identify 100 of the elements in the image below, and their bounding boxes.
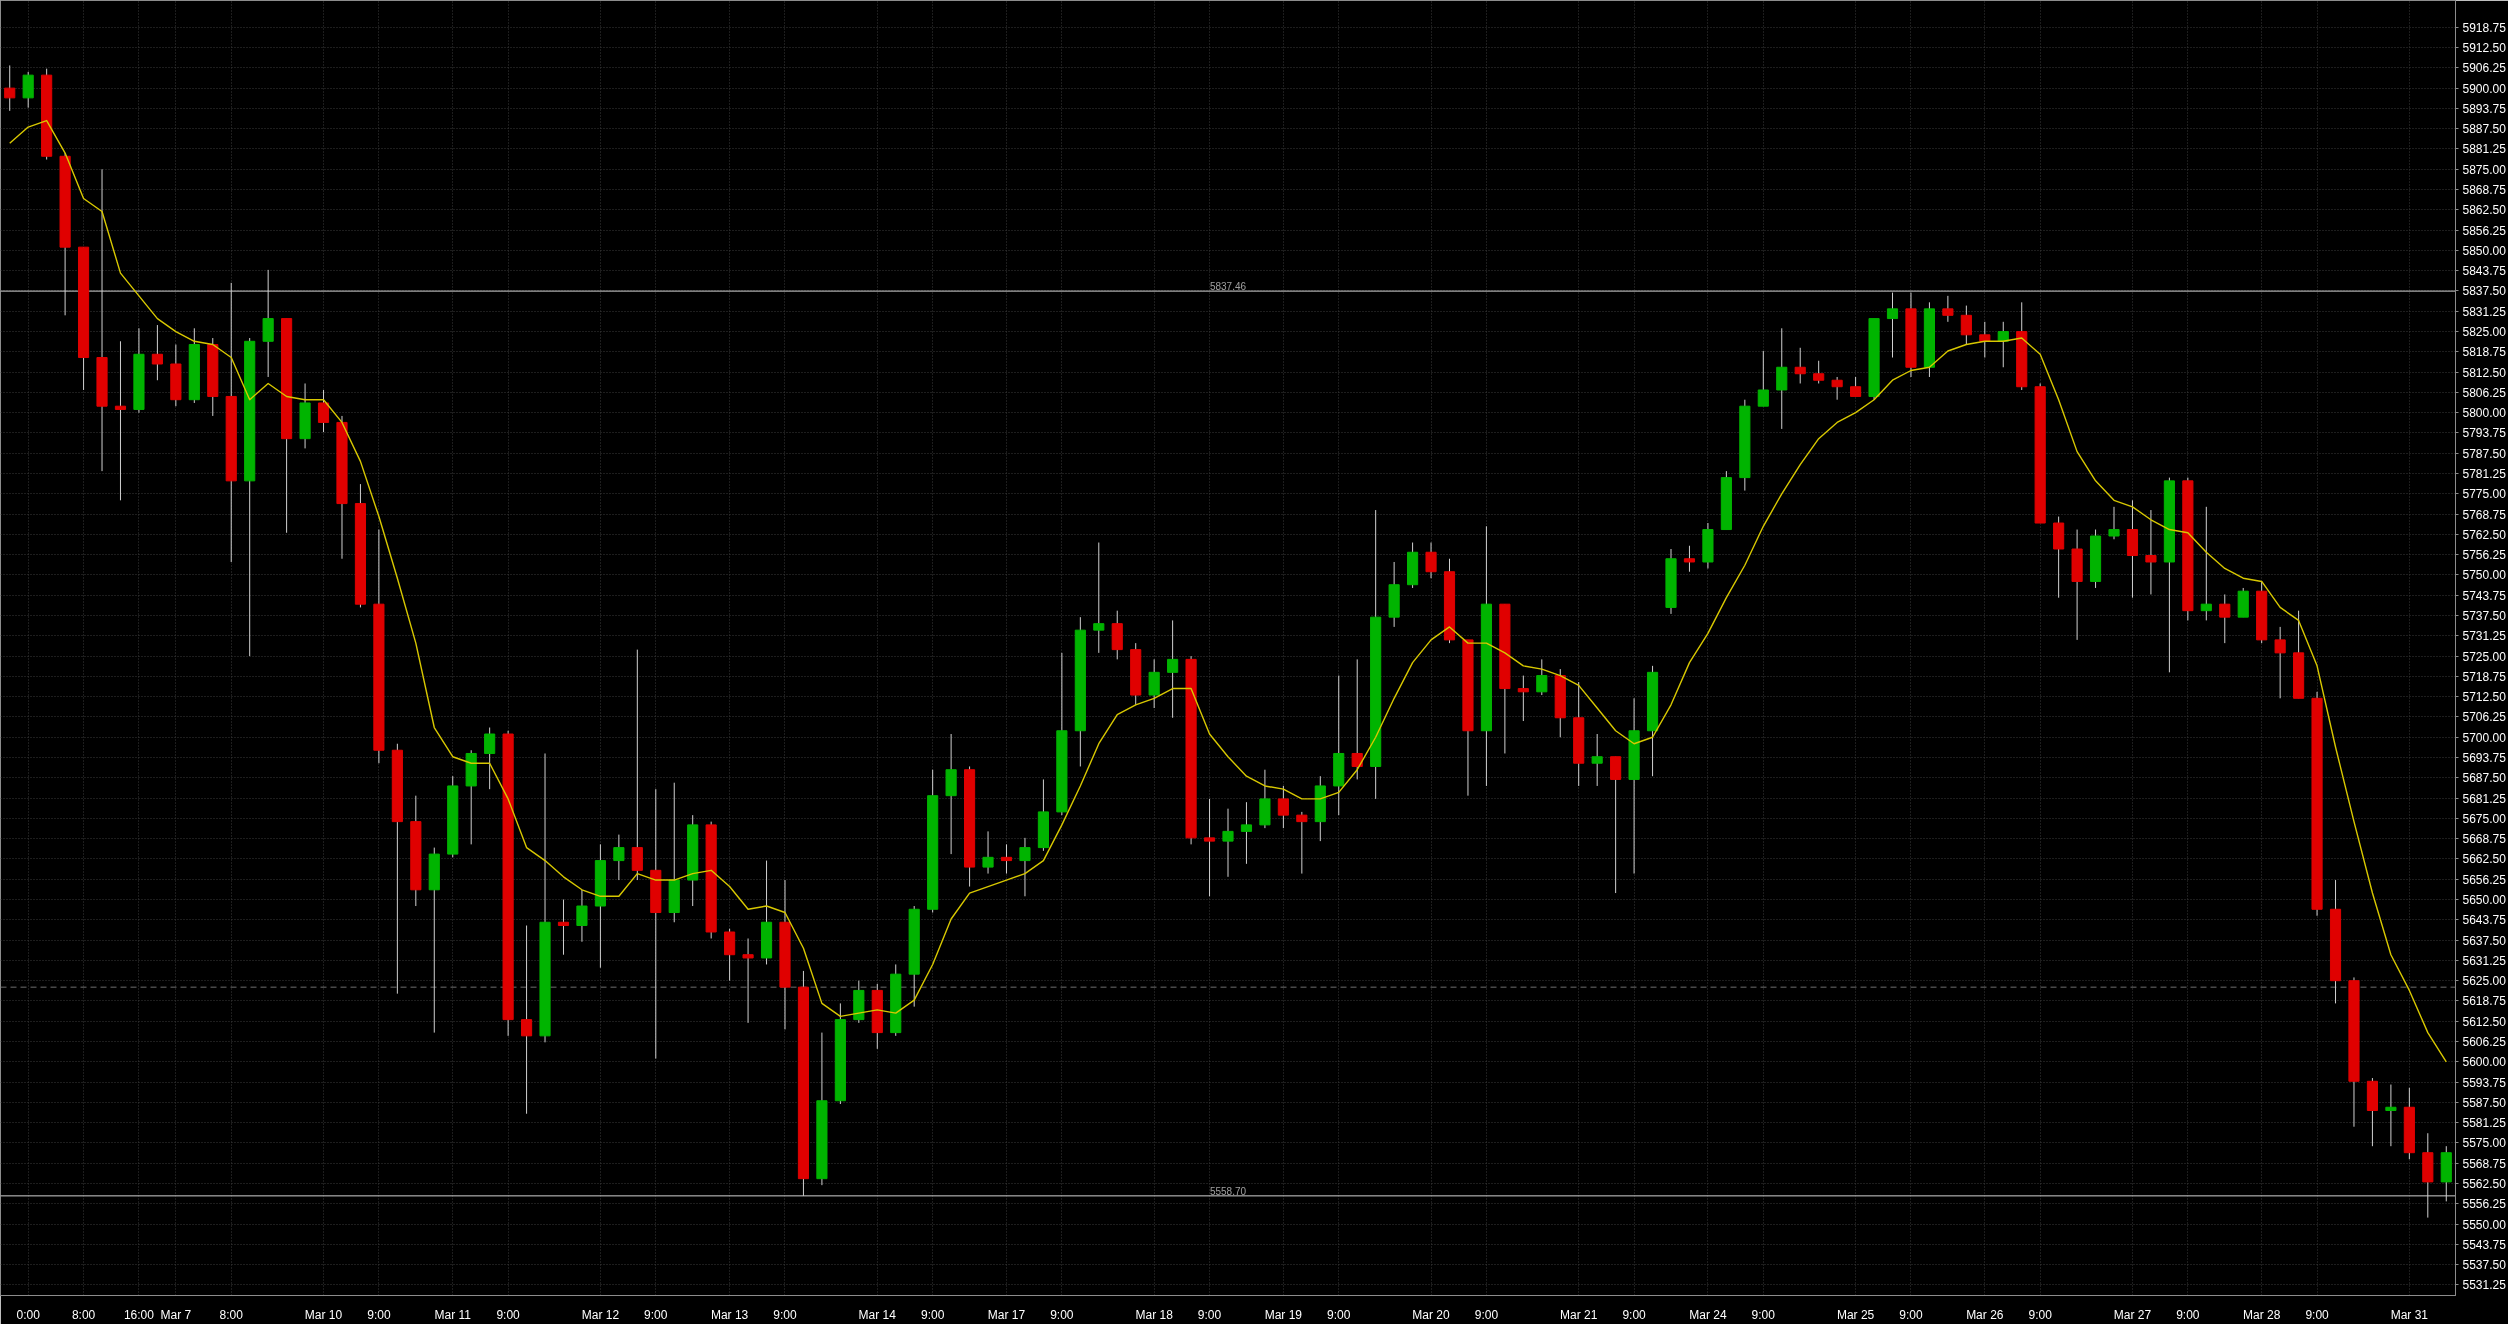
x-tick-label: 9:00 [2176,1307,2200,1322]
x-tick-label: Mar 12 [581,1307,620,1322]
x-tick-label: Mar 18 [1135,1307,1174,1322]
candlestick [982,830,994,875]
x-tick-label: 9:00 [2028,1307,2053,1322]
x-tick-label: Mar 14 [858,1307,897,1322]
x-tick-label: 8:00 [219,1307,244,1322]
x-tick-label: 9:00 [773,1307,797,1322]
x-tick-label: 16:00 [123,1307,155,1322]
y-tick-label: 5606.25 [2462,1035,2507,1050]
candlestick [114,340,127,501]
y-tick-label: 5868.75 [2462,183,2507,198]
candlestick [1536,658,1548,696]
candlestick [1019,837,1031,897]
x-tick-label: Mar 11 [434,1307,472,1322]
candlestick [576,889,588,943]
candlestick [2108,506,2120,540]
x-tick-label: 9:00 [644,1307,668,1322]
candlestick [1591,733,1603,787]
candlestick [1794,347,1806,384]
y-tick-label: 5687.50 [2462,771,2507,786]
y-tick-label: 5668.75 [2462,832,2507,847]
y-tick-label: 5637.50 [2462,933,2507,948]
y-tick-label: 5725.00 [2462,649,2507,664]
y-tick-label: 5531.25 [2462,1278,2507,1293]
candlestick [1093,542,1105,654]
y-tick-label: 5875.00 [2462,162,2507,177]
y-tick-label: 5712.50 [2462,690,2507,705]
x-tick-label: Mar 31 [2390,1307,2429,1322]
x-tick-label: Mar 13 [710,1307,749,1322]
y-tick-label: 5737.50 [2462,609,2507,624]
candlestick [1831,376,1843,401]
y-tick-label: 5662.50 [2462,852,2507,867]
y-tick-label: 5856.25 [2462,223,2507,238]
x-tick-label: 9:00 [1197,1307,1222,1322]
candlestick [1960,305,1972,346]
y-tick-label: 5706.25 [2462,710,2507,725]
x-tick-label: 9:00 [2305,1307,2330,1322]
x-tick-label: 9:00 [920,1307,945,1322]
y-tick-label: 5900.00 [2462,81,2507,96]
candlestick [1979,321,1991,359]
y-tick-label: 5812.50 [2462,365,2507,380]
y-tick-label: 5612.50 [2462,1014,2507,1029]
candlestick [1776,327,1788,430]
y-tick-label: 5893.75 [2462,101,2507,116]
x-tick-label: 9:00 [1050,1307,1074,1322]
y-tick-label: 5587.50 [2462,1095,2507,1110]
x-tick-label: Mar 26 [1966,1307,2004,1322]
candlestick [1850,376,1862,397]
candlestick [1610,756,1622,894]
y-tick-label: 5818.75 [2462,345,2507,360]
candlestick [742,937,754,1024]
y-tick-label: 5756.25 [2462,548,2507,563]
x-tick-label: 9:00 [1899,1307,1923,1322]
ref-line-label: 5837.46 [1209,281,1247,293]
y-tick-label: 5718.75 [2462,669,2507,684]
y-tick-label: 5743.75 [2462,588,2507,603]
candlestick [521,925,533,1115]
candlestick [22,71,34,109]
line-series [9,119,2447,1063]
x-tick-label: 9:00 [1622,1307,1647,1322]
y-tick-label: 5806.25 [2462,385,2507,400]
y-tick-label: 5862.50 [2462,203,2507,218]
x-tick-label: Mar 21 [1560,1307,1598,1322]
candlestick [1148,658,1160,709]
candlestick [2200,506,2212,621]
y-tick-label: 5731.25 [2462,629,2507,644]
y-tick-label: 5850.00 [2462,243,2507,258]
candlestick [724,928,736,982]
x-tick-label: 9:00 [1327,1307,1351,1322]
y-tick-label: 5793.75 [2462,426,2507,441]
y-tick-label: 5550.00 [2462,1217,2507,1232]
y-tick-label: 5906.25 [2462,61,2507,76]
ref-line-label: 5558.70 [1209,1185,1247,1197]
x-tick-label: Mar 24 [1689,1307,1727,1322]
candlestick [1813,360,1825,384]
candlestick [1203,798,1216,897]
y-tick-label: 5631.25 [2462,953,2507,968]
y-tick-label: 5700.00 [2462,730,2507,745]
x-tick-label: 9:00 [496,1307,521,1322]
y-tick-label: 5543.75 [2462,1237,2507,1252]
y-tick-label: 5568.75 [2462,1156,2507,1171]
y-tick-label: 5750.00 [2462,568,2507,583]
y-tick-label: 5575.00 [2462,1136,2507,1151]
x-tick-label: 9:00 [367,1307,391,1322]
candlestick [1351,658,1363,780]
x-tick-label: 9:00 [1474,1307,1499,1322]
candlestick [4,64,16,112]
candlestick [1997,321,2009,368]
y-tick-label: 5912.50 [2462,41,2507,56]
x-tick-label: Mar 20 [1412,1307,1451,1322]
candlestick [1425,542,1437,579]
candlestick [631,649,643,881]
y-tick-label: 5693.75 [2462,751,2507,766]
y-tick-label: 5800.00 [2462,406,2507,421]
candlestick [1167,619,1179,719]
candlestick [2274,626,2286,699]
candlestick [1222,808,1234,878]
y-tick-label: 5831.25 [2462,304,2507,319]
x-tick-label: Mar 17 [987,1307,1026,1322]
